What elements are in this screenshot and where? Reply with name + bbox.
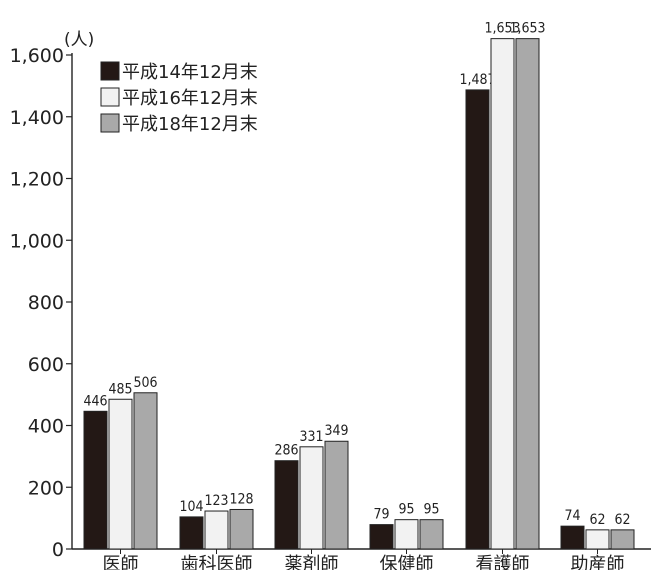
bar-1 [465,89,490,550]
bar-2 [394,519,419,550]
data-label: 331 [299,429,323,445]
y-tick-label: 600 [28,354,64,376]
bar-1 [83,410,108,550]
bar-2 [299,446,324,550]
data-label: 95 [423,502,439,518]
x-category-label: 助産師 [571,554,625,570]
bar-1 [179,516,204,550]
y-tick-label: 800 [28,292,64,314]
data-label: 74 [564,508,580,524]
data-label: 485 [108,381,132,397]
data-label: 62 [614,512,630,528]
data-label: 286 [274,443,298,459]
bar-3 [229,508,254,550]
data-label: 104 [179,499,203,515]
bar-1 [369,524,394,550]
y-tick-label: 1,000 [10,230,64,252]
y-tick-label: 1,600 [10,45,64,67]
x-category-label: 歯科医師 [181,554,253,570]
legend-swatch [100,87,120,107]
legend-label: 平成18年12月末 [122,114,258,135]
x-category-label: 看護師 [476,554,530,570]
bar-2 [490,38,515,550]
data-label: 506 [133,375,157,391]
y-tick-label: 1,400 [10,107,64,129]
data-label: 1,487 [459,72,495,88]
legend-swatch [100,113,120,133]
bar-3 [419,519,444,550]
data-label: 123 [204,493,228,509]
axes: 0 200 400 600 800 1,000 1,200 1,400 1,600 医師 歯科医師 薬… [10,45,651,570]
bar-3 [515,38,540,550]
data-label: 128 [229,491,253,507]
data-label: 95 [398,502,414,518]
y-tick-label: 1,200 [10,169,64,191]
data-label: 1,653 [509,21,545,37]
y-tick-label: 200 [28,477,64,499]
data-label: 79 [373,507,389,523]
x-category-label: 保健師 [380,554,434,570]
bar-2 [204,510,229,550]
bar-3 [133,392,158,550]
x-category-label: 薬剤師 [285,554,339,570]
bar-1 [560,525,585,550]
bar-1 [274,460,299,550]
legend-swatch [100,61,120,81]
data-label: 349 [324,423,348,439]
bar-2 [585,529,610,550]
data-label: 62 [589,512,605,528]
legend-label: 平成14年12月末 [122,62,258,83]
bar-2 [108,398,133,550]
bar-3 [610,529,635,550]
legend-label: 平成16年12月末 [122,88,258,109]
data-label: 1,653 [484,21,520,37]
y-unit-label: (人) [64,30,94,50]
bar-3 [324,440,349,550]
x-category-label: 医師 [103,554,139,570]
data-label: 446 [83,393,107,409]
y-tick-label: 400 [28,416,64,438]
y-tick-label: 0 [52,539,64,561]
